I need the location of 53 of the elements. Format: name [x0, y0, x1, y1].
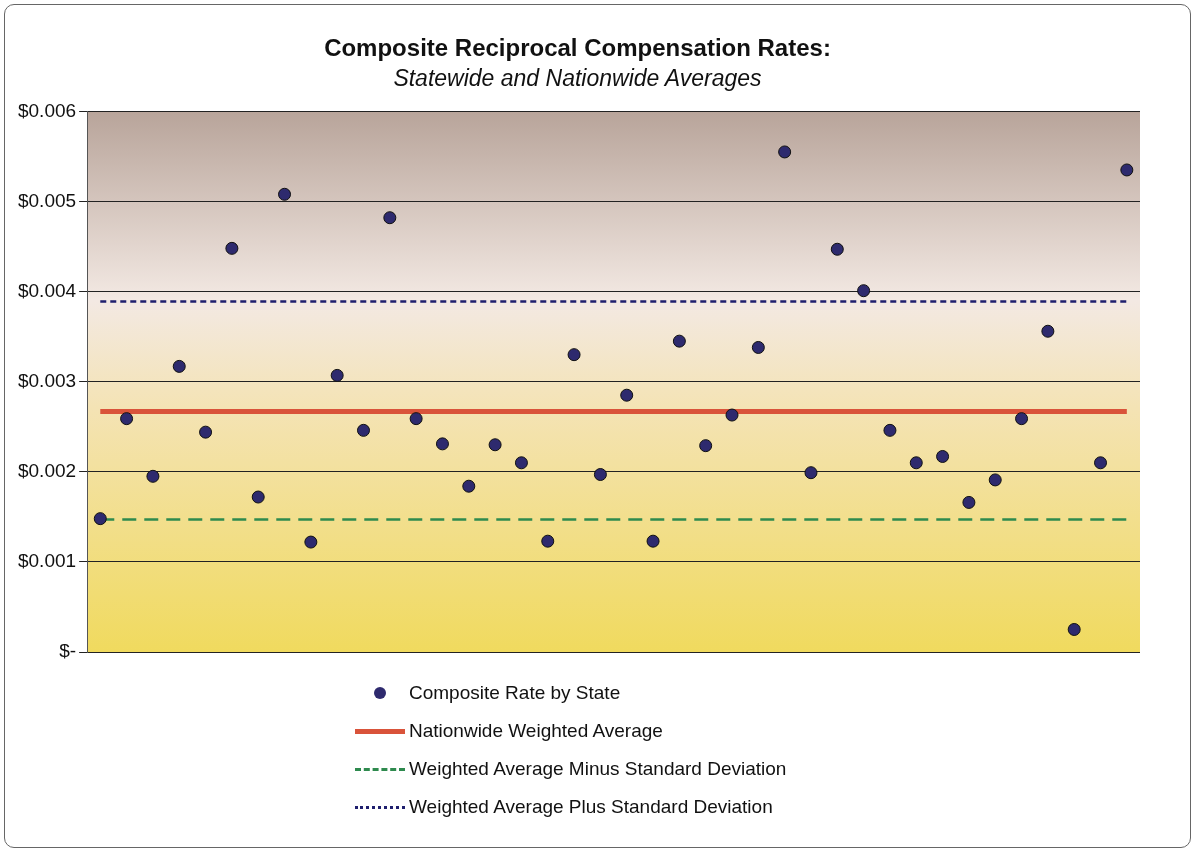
point — [488, 438, 502, 452]
point — [304, 535, 318, 549]
legend-label: Composite Rate by State — [409, 682, 621, 704]
y-tick-label: $0.001 — [17, 550, 77, 572]
y-tick-label: $0.002 — [17, 460, 77, 482]
point — [1120, 163, 1134, 177]
point — [936, 449, 950, 463]
y-tick-label: $0.005 — [17, 189, 77, 211]
point — [988, 473, 1002, 487]
point — [804, 466, 818, 480]
point — [172, 359, 186, 373]
point — [278, 187, 292, 201]
point — [883, 423, 897, 437]
point — [751, 340, 765, 354]
y-tick-label: $0.003 — [17, 369, 77, 391]
legend-label: Weighted Average Minus Standard Deviation — [409, 758, 787, 780]
point — [199, 425, 213, 439]
y-tick-label: $- — [59, 640, 77, 662]
point — [593, 468, 607, 481]
point — [225, 241, 239, 255]
point — [830, 242, 844, 256]
point — [962, 495, 976, 509]
point — [383, 211, 397, 225]
chart-subtitle: Statewide and Nationwide Averages — [393, 64, 763, 91]
chart-title: Composite Reciprocal Compensation Rates: — [324, 34, 831, 62]
legend-label: Nationwide Weighted Average — [409, 720, 663, 742]
point — [93, 512, 107, 526]
point — [620, 388, 634, 402]
point — [1015, 412, 1029, 426]
point — [330, 368, 344, 382]
point — [857, 284, 871, 298]
point — [567, 348, 581, 362]
point — [462, 479, 476, 493]
point — [725, 408, 739, 422]
point — [146, 469, 160, 483]
point — [1041, 324, 1055, 338]
point — [778, 145, 792, 159]
point — [357, 423, 370, 437]
point — [1067, 622, 1081, 636]
point — [672, 334, 686, 348]
point — [514, 456, 528, 470]
point — [409, 412, 423, 426]
point — [646, 534, 660, 548]
point — [251, 490, 265, 504]
point — [909, 456, 923, 470]
y-tick-label: $0.004 — [17, 279, 77, 301]
point — [435, 437, 449, 451]
point — [1094, 456, 1108, 470]
y-tick-label: $0.006 — [17, 99, 77, 121]
point — [120, 412, 134, 426]
point — [699, 439, 713, 453]
legend-label: Weighted Average Plus Standard Deviation — [409, 796, 773, 818]
point — [541, 534, 555, 548]
